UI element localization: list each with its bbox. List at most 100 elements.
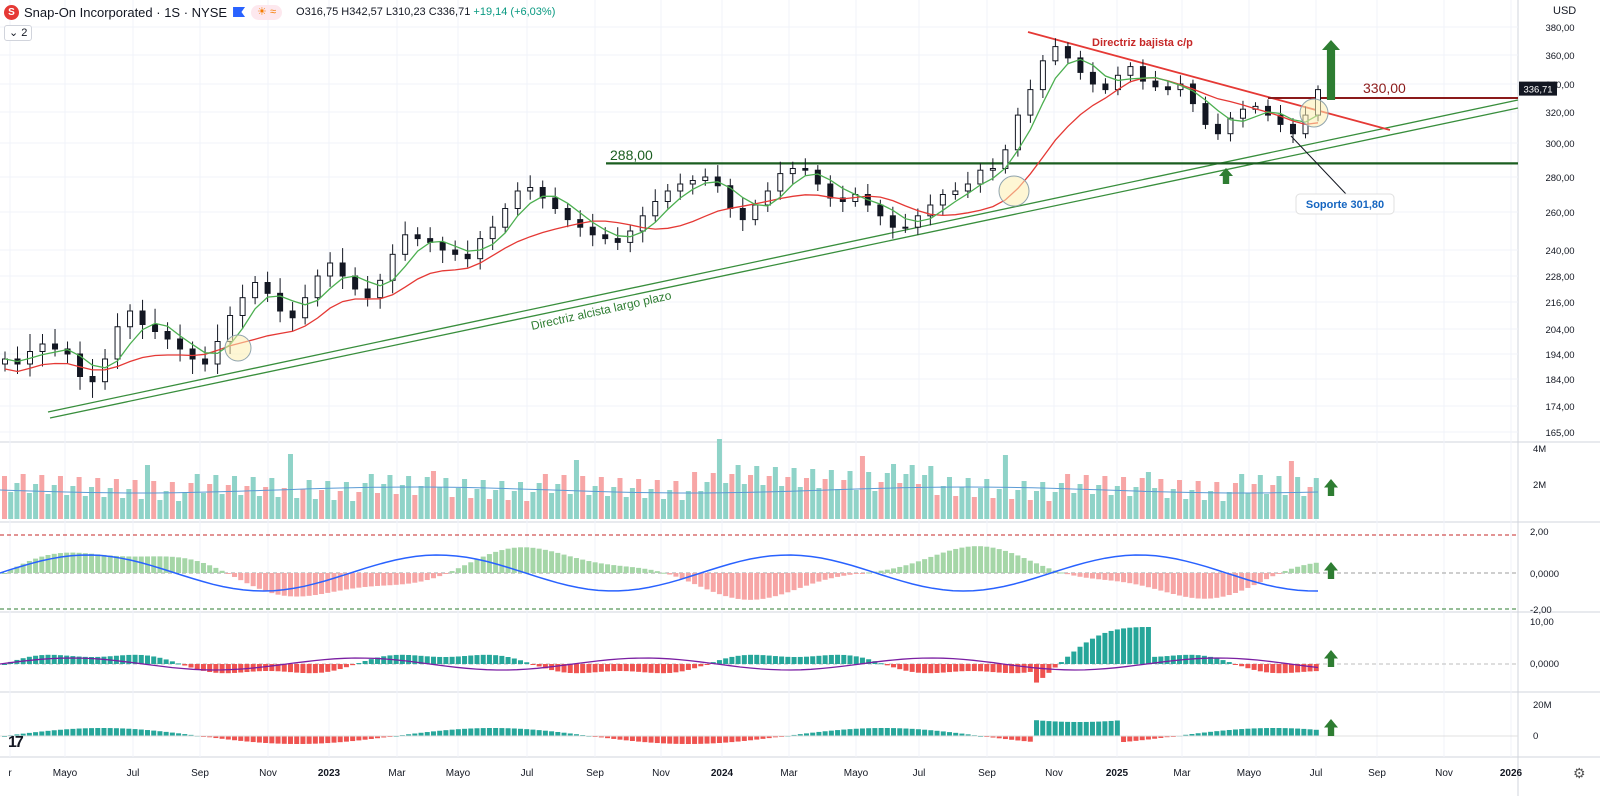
vol2-bar (275, 736, 281, 744)
volume-bar (561, 475, 567, 519)
vol2-bar (1264, 728, 1270, 736)
macd-hist-bar (673, 573, 679, 577)
vol2-bar (661, 736, 666, 744)
volume-bar (76, 477, 82, 519)
osc-hist-bar (263, 664, 269, 672)
vol2-bar (1015, 736, 1021, 741)
gear-icon[interactable]: ⚙ (1573, 765, 1586, 781)
macd-hist-bar (418, 573, 424, 582)
vol2-bar (132, 729, 138, 736)
volume-bar (785, 477, 791, 519)
osc-hist-bar (605, 664, 611, 672)
macd-hist-bar (343, 573, 349, 590)
macd-hist-bar (412, 573, 418, 583)
candle-down (164, 331, 171, 340)
volume-bar (661, 499, 666, 519)
volume-bar (331, 500, 337, 519)
vol2-bar (356, 736, 362, 741)
osc-hist-bar (692, 664, 698, 669)
volume-bar (872, 491, 878, 519)
collapse-button[interactable]: ⌄ 2 (4, 25, 33, 41)
candle-down (202, 358, 209, 365)
symbol-title[interactable]: Snap-On Incorporated · 1S · NYSE (24, 4, 228, 20)
candle-down (77, 353, 84, 377)
volume-bar (803, 478, 809, 519)
vol2-bar (1058, 721, 1064, 736)
macd-hist-bar (741, 573, 747, 600)
volume-bar (897, 483, 903, 519)
macd-hist-bar (256, 573, 262, 589)
flag-icon[interactable] (233, 7, 246, 17)
osc-hist-bar (418, 655, 424, 664)
candle-down (814, 169, 821, 185)
vol2-bar (1102, 721, 1108, 736)
session-pill[interactable]: ☀ ≈ (251, 4, 283, 20)
candle-up (514, 190, 521, 209)
volume-bar (629, 488, 635, 519)
candle-down (739, 208, 746, 221)
macd-hist-bar (45, 555, 51, 573)
price-tick-label: 320,00 (1545, 108, 1574, 119)
volume-bar (157, 500, 163, 519)
macd-hist-bar (20, 563, 26, 573)
macd-hist-bar (151, 556, 157, 573)
candle-down (414, 234, 421, 240)
macd-hist-bar (1183, 573, 1189, 597)
vol2-bar (325, 736, 331, 744)
candle-down (189, 348, 196, 360)
volume-bar (1152, 488, 1158, 519)
price-tick-label: 260,00 (1545, 208, 1574, 219)
volume-bar (275, 497, 281, 519)
macd-hist-bar (816, 573, 822, 582)
price-tick-label: 216,00 (1545, 298, 1574, 309)
osc-hist-bar (772, 656, 778, 664)
volume-bar (1276, 476, 1282, 519)
vol2-bar (462, 728, 468, 736)
candle-up (1227, 117, 1234, 135)
vol2-bar (269, 736, 275, 744)
osc-hist-bar (915, 664, 921, 673)
vol2-bar (1077, 721, 1083, 736)
osc-hist-bar (1301, 664, 1307, 672)
osc-hist-bar (835, 654, 841, 664)
osc-hist-bar (518, 660, 524, 664)
vol2-bar (163, 731, 169, 736)
macd-hist-bar (443, 573, 449, 574)
volume-bar (636, 479, 642, 519)
macd-hist-bar (555, 552, 561, 573)
volume-bar (816, 488, 822, 519)
osc-hist-bar (1276, 664, 1282, 674)
macd-hist-bar (1220, 573, 1226, 597)
macd-hist-bar (953, 548, 959, 573)
osc-hist-bar (1058, 662, 1064, 664)
macd-hist-bar (592, 562, 598, 573)
macd-hist-bar (33, 558, 39, 573)
vol2-bar (499, 728, 505, 736)
vol2-bar (1145, 736, 1151, 740)
osc-hist-bar (654, 664, 660, 674)
osc-hist-bar (1288, 664, 1294, 673)
vol2-bar (244, 736, 250, 742)
osc-hist-bar (748, 654, 754, 664)
candle-down (152, 324, 159, 332)
vol2-bar (791, 734, 797, 736)
currency-label[interactable]: USD (1553, 5, 1577, 17)
volume-bar (692, 472, 698, 519)
volume-bar (144, 465, 150, 519)
tradingview-logo-icon[interactable]: 17 (8, 734, 24, 751)
volume-bar (33, 484, 39, 519)
osc-hist-bar (1214, 658, 1220, 664)
macd-hist-bar (586, 561, 592, 573)
osc-hist-bar (1121, 628, 1127, 664)
macd-hist-bar (1083, 573, 1089, 578)
osc-hist-bar (524, 662, 530, 664)
macd-hist-bar (14, 566, 20, 573)
volume-bar (853, 490, 859, 519)
macd-hist-bar (1301, 565, 1307, 573)
candle-up (689, 180, 696, 185)
time-axis-label: Mar (1173, 768, 1191, 779)
vol2-bar (1232, 729, 1238, 736)
vol2-bar (536, 730, 542, 736)
osc-hist-bar (629, 664, 635, 672)
